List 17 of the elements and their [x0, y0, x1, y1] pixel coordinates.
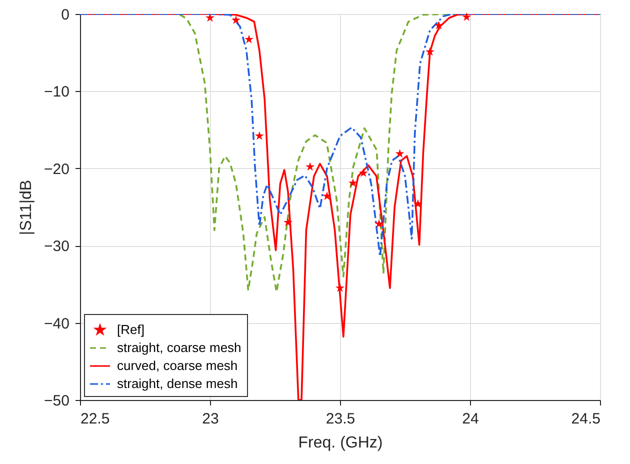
x-tick-label: 24.5	[571, 410, 600, 428]
legend-label: [Ref]	[117, 322, 144, 337]
y-tick-label: −40	[44, 315, 70, 332]
y-axis-title: |S11|dB	[18, 180, 36, 236]
y-tick-label: −10	[44, 84, 70, 101]
y-tick-label: −20	[44, 160, 70, 178]
x-tick-label: 23.5	[326, 410, 356, 428]
legend-label: straight, dense mesh	[117, 376, 238, 391]
x-axis-title: Freq. (GHz)	[298, 434, 383, 452]
y-tick-label: −30	[44, 238, 70, 256]
legend-label: curved, coarse mesh	[117, 358, 238, 373]
x-tick-label: 24	[462, 410, 479, 428]
y-tick-label: −50	[44, 392, 70, 410]
x-tick-label: 23	[202, 410, 219, 428]
x-tick-label: 22.5	[80, 410, 110, 428]
y-tick-label: 0	[61, 6, 70, 24]
legend-label: straight, coarse mesh	[117, 340, 242, 355]
